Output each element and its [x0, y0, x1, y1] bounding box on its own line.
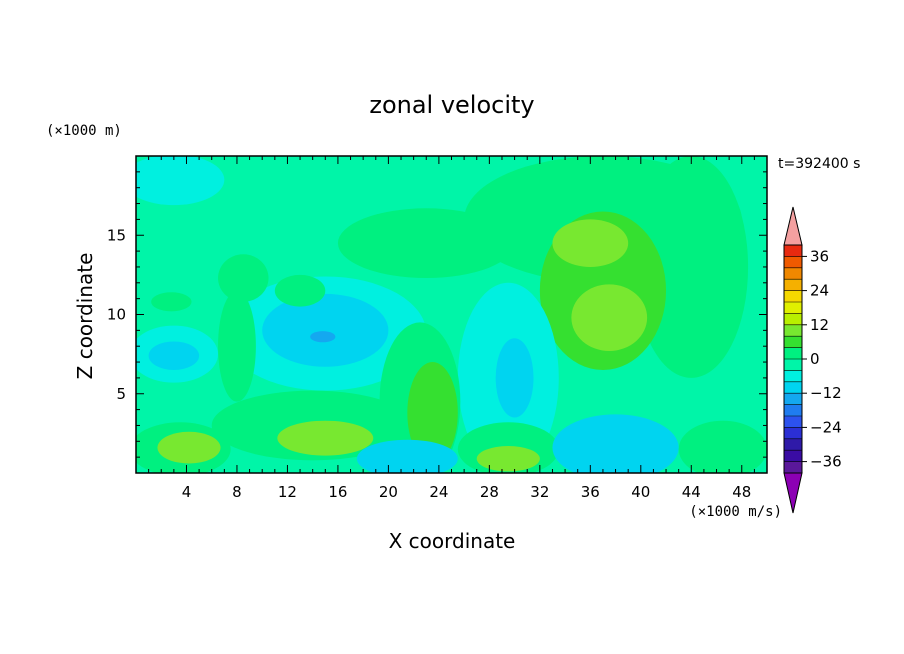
- contour-field: [136, 156, 767, 473]
- colorbar-segment: [784, 359, 802, 371]
- colorbar-segment: [784, 336, 802, 348]
- contour-region: [634, 156, 749, 378]
- x-tick-label: 44: [682, 483, 701, 501]
- contour-region: [571, 284, 648, 351]
- plot-frame: [135, 155, 768, 474]
- x-unit-label: (×1000 m/s): [689, 504, 782, 520]
- colorbar-segment: [784, 461, 802, 474]
- x-tick-label: 48: [732, 483, 751, 501]
- contour-region: [552, 219, 629, 267]
- colorbar-segment: [784, 404, 802, 417]
- y-tick-label: 15: [107, 226, 126, 244]
- colorbar-segment: [784, 256, 802, 269]
- y-tick-label: 5: [116, 385, 126, 403]
- contour-region: [218, 254, 269, 302]
- contour-region: [580, 433, 651, 469]
- colorbar-tick-label: 24: [810, 282, 829, 300]
- contour-region: [356, 439, 458, 473]
- colorbar-segment: [784, 290, 802, 303]
- colorbar-segment: [784, 267, 802, 280]
- contour-region: [151, 292, 192, 312]
- contour-region: [495, 338, 534, 418]
- colorbar-over-arrow: [783, 206, 803, 246]
- colorbar-segment: [784, 381, 802, 394]
- contour-region: [218, 290, 256, 402]
- colorbar-segment: [784, 450, 802, 462]
- contour-region: [262, 293, 389, 367]
- y-tick-label: 10: [107, 306, 126, 324]
- colorbar-tick-label: −12: [810, 384, 842, 402]
- colorbar-segment: [784, 438, 802, 451]
- contour-region: [407, 362, 458, 464]
- colorbar-segment: [784, 427, 802, 440]
- colorbar-segment: [784, 347, 802, 360]
- colorbar-segment: [784, 313, 802, 326]
- y-tick-labels: 5 10 15: [107, 226, 126, 403]
- time-label: t=392400 s: [778, 156, 860, 172]
- x-tick-label: 36: [581, 483, 600, 501]
- colorbar-segment: [784, 416, 802, 428]
- colorbar-segment: [784, 245, 802, 257]
- y-axis-label: Z coordinate: [73, 253, 97, 380]
- x-tick-label: 40: [631, 483, 650, 501]
- x-axis-label: X coordinate: [389, 529, 516, 553]
- x-tick-labels: 4 8 12 16 20 24 28 32 36 40 44 48: [182, 483, 752, 501]
- x-tick-label: 4: [182, 483, 192, 501]
- x-tick-label: 28: [480, 483, 499, 501]
- colorbar-tick-label: −36: [810, 453, 842, 471]
- colorbar-tick-label: 12: [810, 316, 829, 334]
- x-tick-label: 16: [328, 483, 347, 501]
- colorbar: 36 24 12 0 −12 −24 −36: [783, 206, 842, 514]
- contour-region: [157, 431, 221, 464]
- colorbar-tick-label: 36: [810, 247, 829, 265]
- colorbar-segment: [784, 324, 802, 337]
- x-tick-label: 12: [278, 483, 297, 501]
- contour-region: [310, 331, 336, 343]
- contour-region: [136, 156, 225, 206]
- colorbar-segment: [784, 302, 802, 314]
- contour-region: [274, 274, 326, 307]
- contour-region: [277, 420, 374, 456]
- x-tick-label: 32: [530, 483, 549, 501]
- colorbar-tick-label: −24: [810, 418, 842, 436]
- colorbar-tick-label: 0: [810, 350, 820, 368]
- colorbar-under-arrow: [783, 472, 803, 514]
- colorbar-segment: [784, 370, 802, 383]
- y-unit-label: (×1000 m): [46, 123, 122, 139]
- colorbar-segment: [784, 279, 802, 291]
- colorbar-segment: [784, 393, 802, 405]
- contour-region: [148, 341, 200, 370]
- contour-region: [476, 446, 540, 472]
- x-tick-label: 8: [232, 483, 242, 501]
- x-tick-label: 20: [379, 483, 398, 501]
- x-tick-label: 24: [429, 483, 448, 501]
- contour-region: [678, 420, 767, 473]
- chart-title: zonal velocity: [369, 91, 534, 119]
